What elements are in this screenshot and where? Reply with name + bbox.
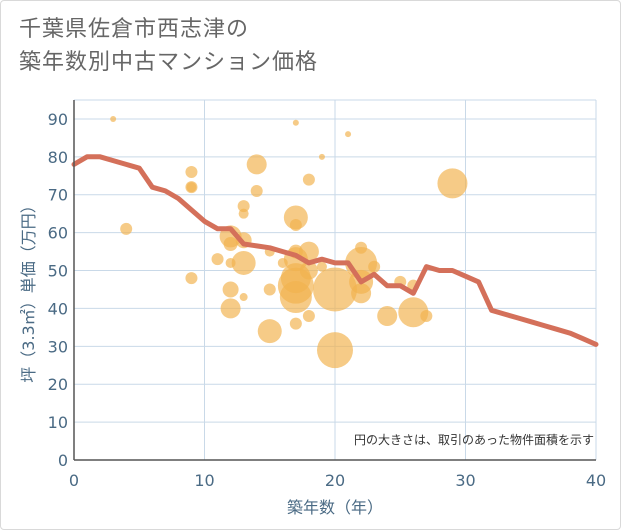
- bubble-point: [225, 257, 236, 268]
- x-tick-label: 20: [325, 471, 345, 490]
- bubble-point: [120, 222, 133, 235]
- x-tick-label: 10: [194, 471, 214, 490]
- y-tick-label: 10: [48, 413, 68, 432]
- bubble-point: [211, 253, 224, 266]
- bubble-point: [250, 184, 263, 197]
- bubble-point: [257, 319, 282, 344]
- size-note: 円の大きさは、取引のあった物件面積を示す: [354, 432, 594, 447]
- y-tick-label: 0: [58, 451, 68, 470]
- bubble-point: [110, 115, 117, 122]
- y-tick-label: 70: [48, 186, 68, 205]
- bubble-point: [186, 182, 197, 193]
- axes: [73, 100, 596, 461]
- bubble-point: [185, 272, 198, 285]
- bubble-point: [185, 166, 198, 178]
- bubble-point: [223, 237, 238, 251]
- bubble-point: [239, 293, 248, 302]
- x-tick-label: 0: [69, 471, 79, 490]
- bubble-point: [313, 267, 357, 312]
- y-tick-label: 20: [48, 375, 68, 394]
- bubble-point: [277, 257, 288, 268]
- bubble-point: [289, 317, 302, 330]
- y-axis-label: 坪（3.3㎡）単価（万円）: [19, 197, 38, 382]
- y-tick-label: 40: [48, 299, 68, 318]
- y-tick-label: 80: [48, 148, 68, 167]
- bubble-point: [318, 153, 325, 160]
- bubble-point: [398, 297, 429, 328]
- bubble-point: [289, 219, 302, 232]
- bubble-series: [110, 115, 468, 369]
- bubble-point: [292, 119, 299, 126]
- bubble-point: [298, 241, 319, 262]
- bubble-point: [355, 241, 368, 254]
- y-tick-label: 90: [48, 110, 68, 129]
- y-tick-label: 30: [48, 337, 68, 356]
- bubble-point: [351, 283, 372, 304]
- bubble-point: [237, 200, 250, 213]
- bubble-point: [377, 306, 398, 326]
- bubble-point: [299, 261, 318, 280]
- y-tick-label: 60: [48, 224, 68, 243]
- bubble-point: [222, 281, 239, 298]
- bubble-point: [283, 205, 308, 230]
- x-tick-label: 30: [455, 471, 475, 490]
- bubble-point: [302, 310, 315, 322]
- bubble-point: [231, 250, 256, 275]
- chart-title-line-1: 千葉県佐倉市西志津の: [19, 17, 250, 42]
- grid-lines: [74, 99, 597, 460]
- tick-labels: 0 10 20 30 40 0 10 20 30 40 50 60 70 80 90: [48, 110, 607, 490]
- chart-title: 千葉県佐倉市西志津の 築年数別中古マンション価格: [19, 13, 318, 79]
- bubble-point: [263, 283, 276, 296]
- bubble-point: [345, 131, 352, 138]
- y-tick-label: 50: [48, 262, 68, 281]
- bubble-point: [238, 208, 249, 219]
- trend-series: [71, 154, 599, 347]
- bubble-point: [220, 298, 241, 319]
- bubble-point: [302, 173, 315, 186]
- x-axis-label: 築年数（年）: [287, 498, 383, 517]
- bubble-point: [317, 332, 353, 369]
- chart-title-line-2: 築年数別中古マンション価格: [19, 50, 319, 75]
- bubble-point: [246, 154, 267, 175]
- x-tick-label: 40: [586, 471, 606, 490]
- bubble-point: [420, 310, 433, 322]
- bubble-point: [316, 261, 327, 272]
- bubble-point: [368, 260, 381, 273]
- trend-line: [71, 154, 599, 347]
- bubble-point: [437, 168, 468, 199]
